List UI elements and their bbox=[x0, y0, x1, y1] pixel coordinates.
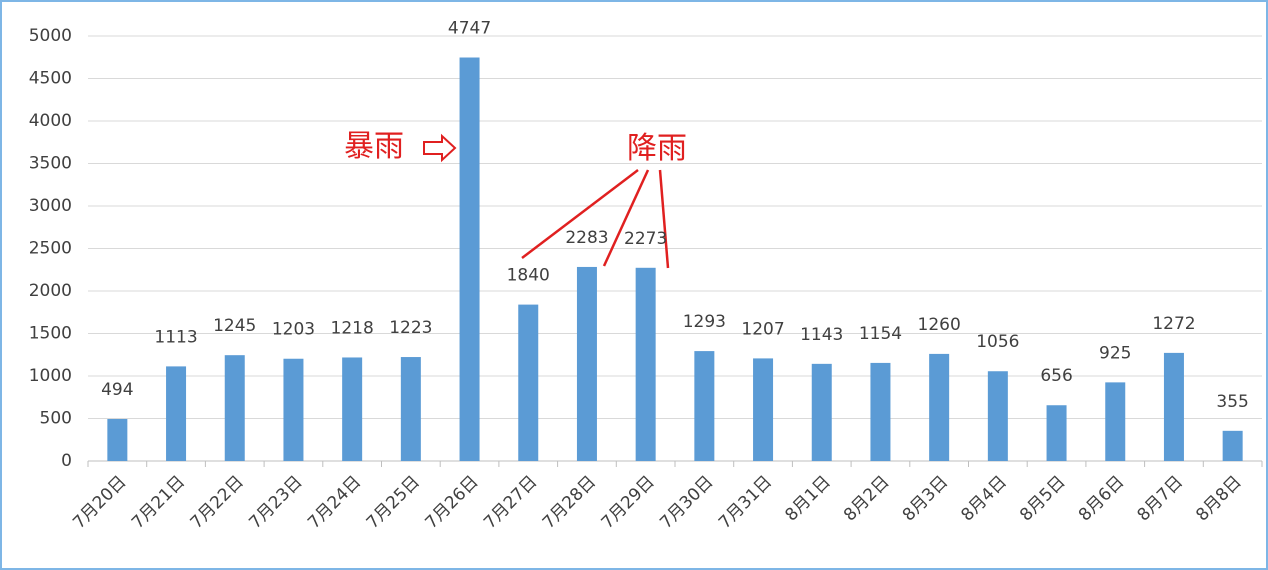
value-label: 494 bbox=[101, 380, 133, 400]
bar bbox=[811, 363, 832, 461]
value-label: 2273 bbox=[624, 229, 667, 249]
annotation-lines bbox=[521, 169, 670, 269]
value-label: 1223 bbox=[389, 318, 432, 338]
y-tick-label: 0 bbox=[61, 451, 72, 471]
value-label: 1203 bbox=[272, 320, 315, 340]
value-label: 1272 bbox=[1152, 314, 1195, 334]
y-tick-label: 1000 bbox=[29, 366, 72, 386]
value-label: 2283 bbox=[565, 228, 608, 248]
bar bbox=[166, 366, 187, 461]
value-label: 1113 bbox=[154, 327, 197, 347]
bar bbox=[870, 362, 891, 461]
bar bbox=[107, 419, 128, 461]
annotation-arrow bbox=[423, 133, 457, 163]
value-label: 1143 bbox=[800, 325, 843, 345]
y-tick-label: 5000 bbox=[29, 26, 72, 46]
value-label: 1293 bbox=[683, 312, 726, 332]
bar bbox=[342, 357, 363, 461]
value-label: 1056 bbox=[976, 332, 1019, 352]
value-label: 1207 bbox=[741, 319, 784, 339]
bar bbox=[518, 304, 539, 461]
value-label: 1218 bbox=[331, 318, 374, 338]
value-label: 355 bbox=[1216, 392, 1248, 412]
bar bbox=[987, 371, 1008, 461]
value-label: 4747 bbox=[448, 19, 491, 39]
y-tick-label: 1500 bbox=[29, 324, 72, 344]
bar bbox=[635, 267, 656, 461]
y-tick-label: 4500 bbox=[29, 69, 72, 89]
bar bbox=[1105, 382, 1126, 461]
bar bbox=[576, 266, 597, 461]
y-tick-label: 3500 bbox=[29, 154, 72, 174]
value-label: 1154 bbox=[859, 324, 902, 344]
y-tick-label: 2500 bbox=[29, 239, 72, 259]
value-label: 1260 bbox=[918, 315, 961, 335]
bar bbox=[224, 355, 245, 461]
bar bbox=[1163, 352, 1184, 461]
value-label: 1840 bbox=[507, 266, 550, 286]
bar bbox=[1046, 405, 1067, 461]
bar bbox=[694, 351, 715, 461]
bar bbox=[459, 57, 480, 461]
bar bbox=[929, 353, 950, 461]
bar bbox=[1222, 430, 1243, 461]
bar bbox=[283, 358, 304, 461]
annotation: 暴雨 bbox=[344, 129, 404, 164]
bar bbox=[400, 357, 421, 461]
y-tick-label: 3000 bbox=[29, 196, 72, 216]
y-tick-label: 2000 bbox=[29, 281, 72, 301]
bar bbox=[753, 358, 774, 461]
value-label: 925 bbox=[1099, 343, 1131, 363]
y-tick-label: 500 bbox=[40, 409, 72, 429]
value-label: 1245 bbox=[213, 316, 256, 336]
value-label: 656 bbox=[1040, 366, 1072, 386]
annotation: 降雨 bbox=[627, 131, 687, 166]
y-tick-label: 4000 bbox=[29, 111, 72, 131]
